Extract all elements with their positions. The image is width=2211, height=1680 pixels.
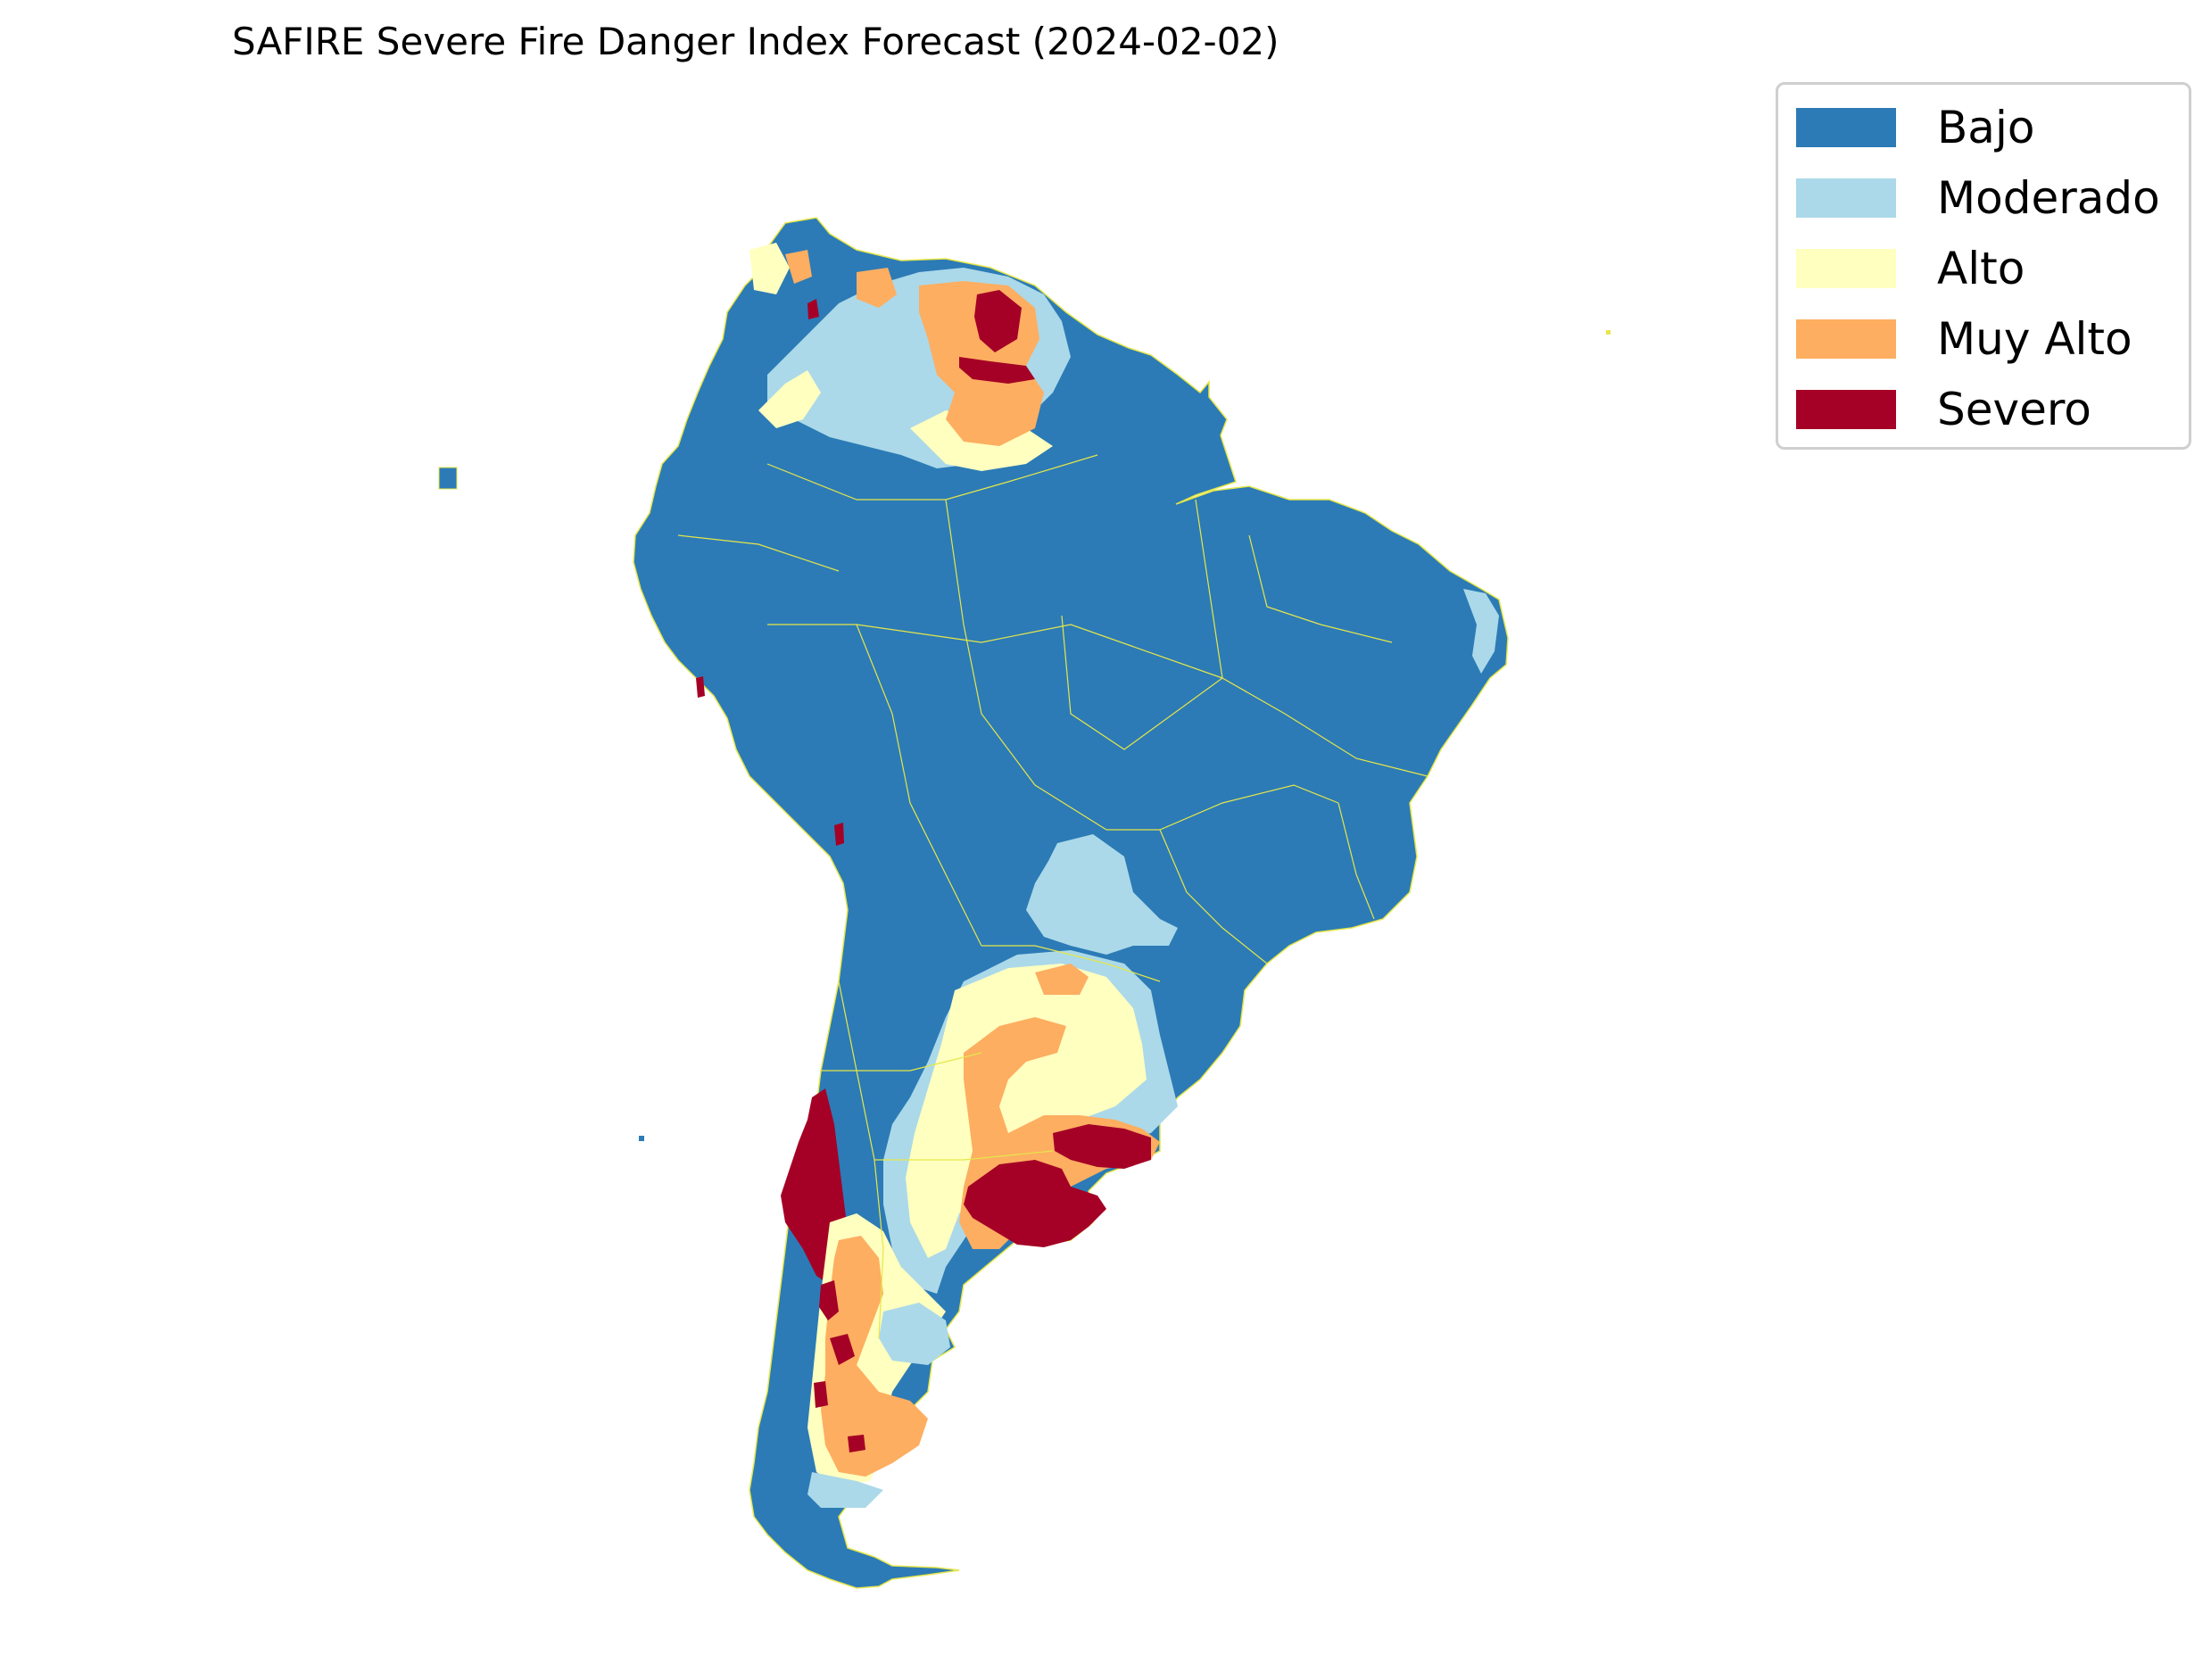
region-severo-pampas	[964, 1160, 1106, 1247]
legend-item-severo: Severo	[1796, 383, 2091, 436]
legend-swatch-muy-alto	[1796, 319, 1896, 359]
region-moderado-patagonia	[879, 1303, 950, 1365]
region-moderado-central	[1026, 834, 1178, 955]
legend-item-moderado: Moderado	[1796, 171, 2160, 225]
region-muyalto-north-3	[785, 250, 812, 284]
map-title: SAFIRE Severe Fire Danger Index Forecast…	[232, 20, 1279, 63]
region-severo-patagonia-3	[814, 1381, 828, 1408]
region-severo-patagonia-1	[819, 1280, 839, 1320]
region-severo-patagonia-4	[848, 1435, 865, 1452]
region-severo-north	[974, 290, 1022, 352]
legend-label-severo: Severo	[1937, 384, 2091, 435]
island-small-1	[639, 1136, 644, 1141]
legend-label-moderado: Moderado	[1937, 172, 2160, 224]
legend-item-bajo: Bajo	[1796, 101, 2034, 154]
region-moderado-patagonia-2	[807, 1472, 883, 1508]
legend-label-bajo: Bajo	[1937, 102, 2035, 153]
legend-swatch-alto	[1796, 249, 1896, 288]
region-severo-north-3	[807, 299, 819, 319]
internal-borders	[677, 454, 1428, 1339]
legend-item-muy-alto: Muy Alto	[1796, 312, 2132, 366]
region-severo-coast-2	[834, 823, 844, 846]
legend-label-alto: Alto	[1937, 243, 2025, 294]
region-alto-north	[758, 370, 821, 428]
legend-label-muy-alto: Muy Alto	[1937, 313, 2132, 365]
region-severo-uruguay	[1053, 1124, 1151, 1169]
legend-swatch-moderado	[1796, 178, 1896, 218]
legend-swatch-bajo	[1796, 108, 1896, 147]
region-alto-north-3	[749, 243, 790, 294]
legend-item-alto: Alto	[1796, 242, 2025, 295]
legend: Bajo Moderado Alto Muy Alto Severo	[1776, 82, 2191, 450]
region-severo-coast-1	[696, 676, 705, 698]
region-severo-north-2	[959, 357, 1035, 384]
legend-swatch-severo	[1796, 390, 1896, 429]
region-muyalto-patagonia	[821, 1236, 928, 1477]
region-muyalto-north-2	[857, 268, 897, 308]
island-small-2	[1606, 330, 1611, 335]
island-galapagos	[438, 467, 458, 490]
region-moderado-ne	[1463, 589, 1499, 674]
region-muyalto-south-2	[1035, 964, 1089, 995]
region-severo-patagonia-2	[830, 1334, 855, 1365]
